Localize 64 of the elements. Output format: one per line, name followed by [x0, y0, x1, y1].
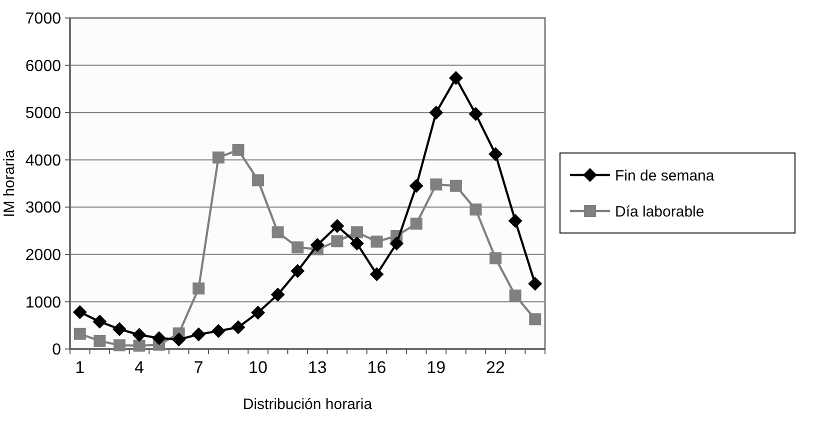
- point: [331, 235, 344, 248]
- y-tick-label: 4000: [25, 152, 62, 170]
- point: [528, 276, 542, 291]
- point: [212, 151, 224, 164]
- y-tick-label: 6000: [25, 58, 62, 75]
- point: [450, 180, 462, 192]
- y-tick-label: 0: [52, 342, 62, 359]
- point: [251, 306, 266, 320]
- point: [448, 71, 463, 86]
- point: [92, 314, 107, 329]
- point: [292, 241, 304, 254]
- point: [468, 106, 483, 121]
- point: [409, 178, 424, 193]
- point: [132, 328, 146, 342]
- x-tick-label: 10: [248, 358, 268, 377]
- point: [211, 324, 226, 338]
- y-tick-label: 5000: [25, 105, 62, 122]
- x-tick-label: 22: [486, 358, 505, 377]
- point: [490, 252, 502, 264]
- point: [112, 322, 126, 336]
- x-tick-label: 16: [367, 358, 386, 377]
- point: [152, 331, 166, 346]
- x-tick-label: 19: [426, 358, 446, 377]
- point: [470, 204, 482, 216]
- point: [508, 214, 522, 228]
- point: [113, 339, 126, 352]
- x-tick-label: 13: [308, 358, 327, 377]
- point: [410, 218, 422, 230]
- x-tick-label: 1: [75, 358, 85, 377]
- point: [74, 328, 86, 340]
- point: [272, 226, 284, 238]
- point: [488, 147, 503, 162]
- point: [133, 340, 146, 352]
- point: [232, 144, 244, 156]
- legend-label: Día laborable: [615, 203, 704, 220]
- point: [370, 267, 384, 282]
- y-axis-title: IM horaria: [1, 149, 18, 218]
- point: [231, 320, 246, 334]
- point: [350, 236, 364, 251]
- y-tick-label: 1000: [25, 294, 62, 312]
- y-tick-label: 7000: [25, 10, 62, 28]
- point: [172, 332, 186, 347]
- point: [192, 327, 206, 342]
- point: [430, 178, 442, 190]
- point: [370, 236, 383, 248]
- point: [390, 236, 404, 251]
- point: [270, 288, 285, 302]
- point: [252, 174, 264, 186]
- point: [429, 106, 444, 120]
- point: [310, 238, 324, 252]
- point: [350, 226, 363, 238]
- point: [94, 334, 106, 347]
- point: [509, 290, 522, 302]
- legend-label: Fin de semana: [615, 167, 715, 184]
- x-tick-label: 7: [194, 358, 204, 377]
- point: [529, 313, 542, 326]
- point: [330, 219, 344, 234]
- x-tick-label: 4: [134, 358, 144, 377]
- point: [290, 264, 305, 278]
- y-tick-label: 3000: [25, 200, 62, 217]
- x-axis-title: Distribución horaria: [242, 396, 373, 413]
- y-tick-label: 2000: [25, 247, 62, 264]
- point: [192, 282, 205, 294]
- point: [72, 305, 87, 320]
